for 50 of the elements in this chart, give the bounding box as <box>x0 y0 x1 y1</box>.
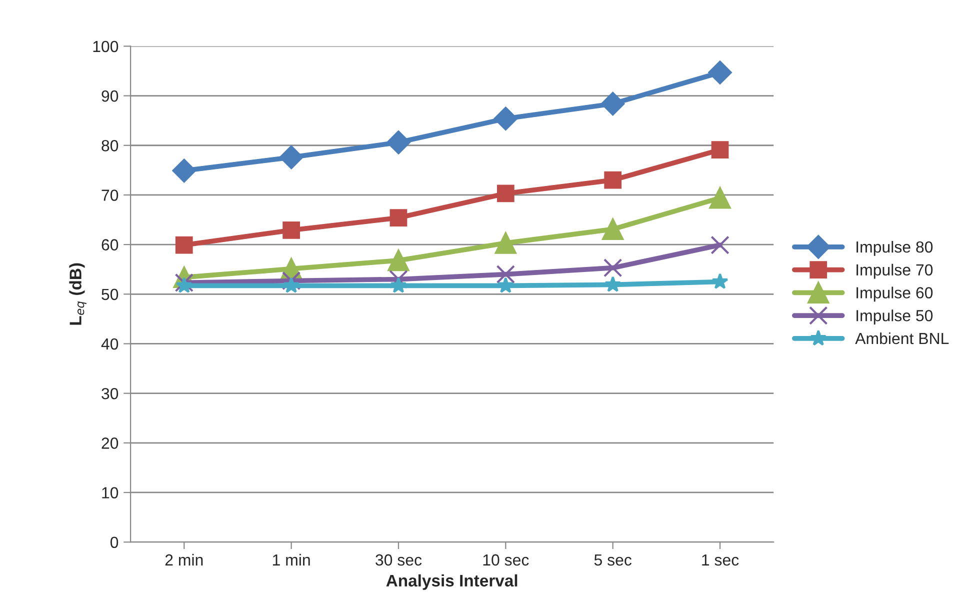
y-tick-label: 0 <box>110 536 118 548</box>
y-tick-label: 100 <box>93 40 118 52</box>
y-tick-label: 60 <box>102 239 118 250</box>
point <box>390 277 407 293</box>
y-tick-label: 80 <box>102 140 118 152</box>
legend-label: Impulse 70 <box>856 264 933 279</box>
point <box>708 60 732 84</box>
point <box>712 273 728 289</box>
point <box>710 236 730 254</box>
legend-label: Impulse 50 <box>856 310 933 324</box>
y-tick-label: 30 <box>102 388 118 400</box>
point <box>497 277 514 293</box>
point <box>279 145 304 170</box>
x-tick-label: 1 min <box>273 554 310 566</box>
point <box>604 171 622 189</box>
point <box>496 264 516 284</box>
y-tick-label: 20 <box>102 438 118 449</box>
y-tick-label: 90 <box>102 90 118 102</box>
point <box>494 232 516 254</box>
x-tick-label: 2 min <box>165 554 203 566</box>
y-tick-label: 70 <box>102 190 118 201</box>
x-tick-label: 1 sec <box>702 554 739 566</box>
point <box>603 258 622 278</box>
point <box>283 277 300 293</box>
point <box>174 273 194 292</box>
point <box>600 92 625 116</box>
point <box>496 184 514 202</box>
point <box>494 106 518 130</box>
x-tick-label: 5 sec <box>594 554 632 566</box>
y-tick-label: 10 <box>102 487 118 498</box>
legend-label: Ambient BNL <box>855 332 949 344</box>
point <box>386 130 410 154</box>
y-tick-label: 40 <box>101 338 118 350</box>
y-tick-label: 50 <box>102 288 118 300</box>
point <box>709 187 731 209</box>
legend-label: Impulse 80 <box>856 240 933 256</box>
x-axis-title: Analysis Interval <box>386 574 518 590</box>
point <box>388 250 410 272</box>
y-axis-title: L$_{eq}$ (dB) <box>69 263 86 325</box>
point <box>602 218 624 240</box>
x-tick-label: 30 sec <box>376 554 422 566</box>
point <box>282 221 300 239</box>
point <box>175 236 193 254</box>
point <box>282 271 301 290</box>
point <box>604 276 622 292</box>
point <box>172 158 196 183</box>
point <box>711 141 729 159</box>
legend-label: Impulse 60 <box>856 286 933 302</box>
point <box>390 209 408 226</box>
x-tick-label: 10 sec <box>483 554 529 566</box>
